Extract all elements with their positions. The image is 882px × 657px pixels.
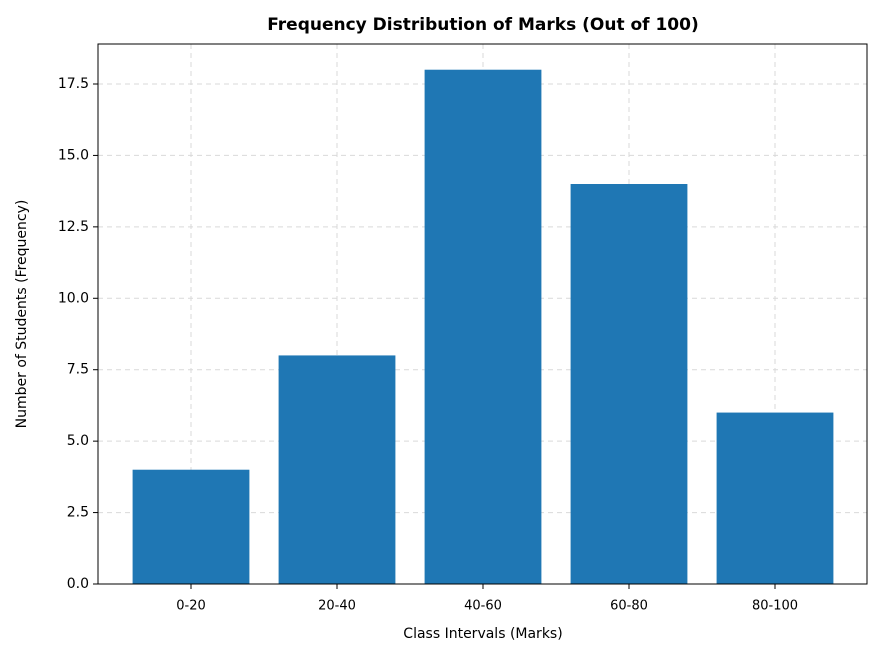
x-tick-label: 60-80 (610, 599, 648, 614)
bar (570, 184, 688, 584)
y-tick-label: 15.0 (58, 147, 89, 163)
x-axis-label: Class Intervals (Marks) (403, 626, 562, 642)
x-tick-label: 0-20 (176, 599, 206, 614)
bar (278, 355, 396, 584)
y-tick-label: 0.0 (67, 576, 89, 592)
y-tick-label: 12.5 (58, 219, 89, 235)
x-tick-label: 20-40 (318, 599, 356, 614)
plot-frame (97, 43, 868, 585)
x-tick-label: 80-100 (752, 599, 798, 614)
y-axis-label: Number of Students (Frequency) (14, 200, 30, 429)
y-tick-label: 7.5 (67, 362, 89, 378)
x-tick-label: 40-60 (464, 599, 502, 614)
chart-title: Frequency Distribution of Marks (Out of … (267, 15, 698, 35)
y-tick-label: 2.5 (67, 505, 89, 521)
bar (132, 469, 250, 584)
bar (424, 69, 542, 584)
y-tick-label: 10.0 (58, 290, 89, 306)
bar (716, 412, 834, 584)
y-tick-label: 17.5 (58, 76, 89, 92)
y-tick-label: 5.0 (67, 433, 89, 449)
